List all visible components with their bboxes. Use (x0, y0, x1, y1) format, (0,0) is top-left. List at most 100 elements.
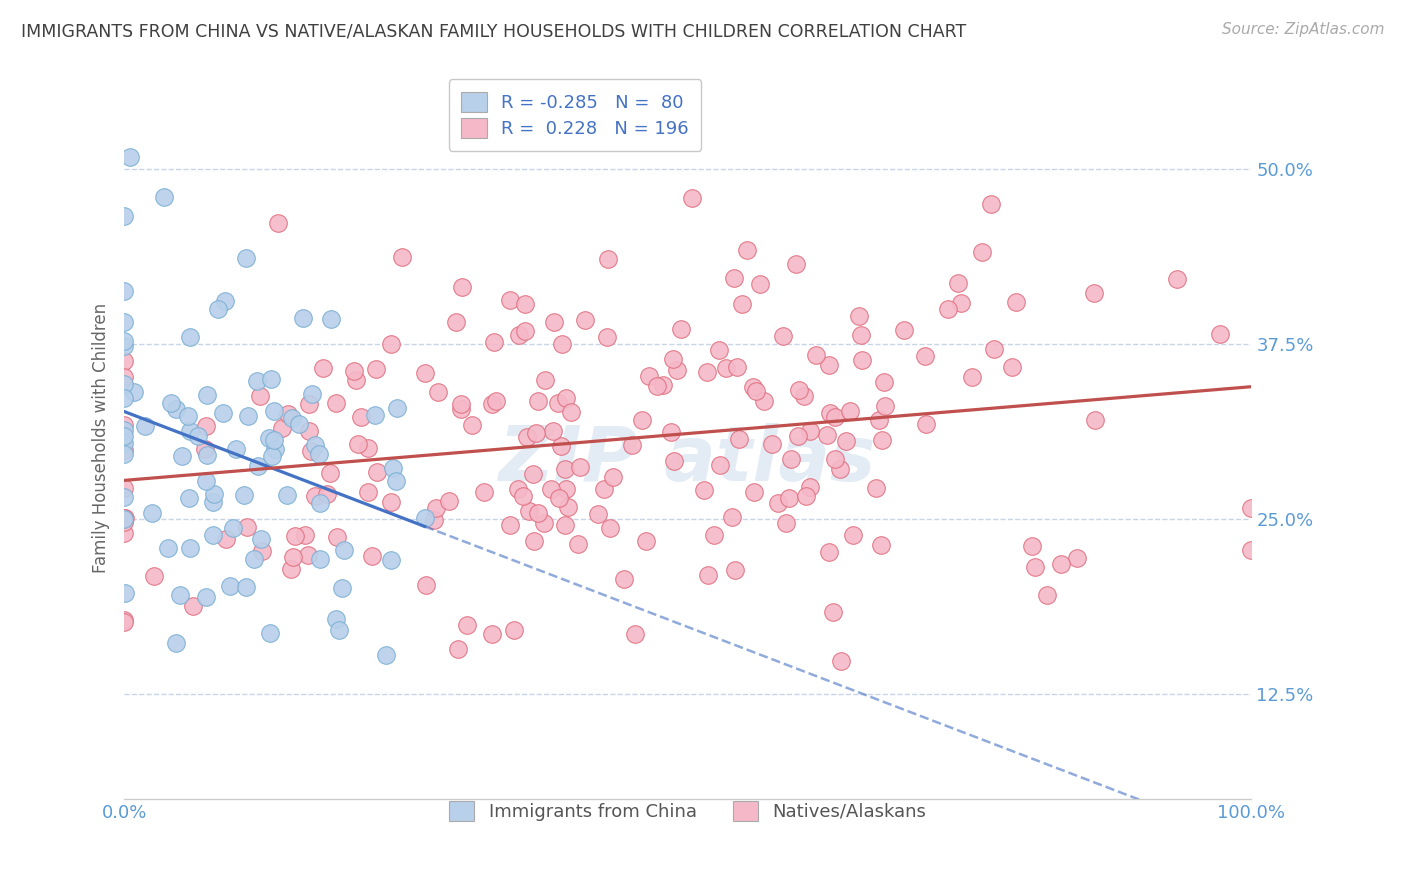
Point (276, 488, 298, 502)
Point (1001, 359, 1024, 374)
Point (533, 516, 555, 530)
Point (1036, 588, 1059, 602)
Point (817, 358, 839, 372)
Point (235, 251, 257, 265)
Point (517, 504, 540, 518)
Point (112, 516, 135, 530)
Point (482, 335, 505, 350)
Text: Source: ZipAtlas.com: Source: ZipAtlas.com (1222, 22, 1385, 37)
Point (112, 377, 135, 392)
Point (815, 428, 838, 442)
Point (696, 365, 718, 379)
Y-axis label: Family Households with Children: Family Households with Children (93, 303, 110, 574)
Point (728, 433, 751, 447)
Point (112, 315, 135, 329)
Point (527, 506, 550, 520)
Point (381, 460, 404, 475)
Point (775, 516, 797, 530)
Point (586, 507, 609, 521)
Point (222, 521, 245, 535)
Point (709, 458, 731, 473)
Point (645, 379, 668, 393)
Point (574, 313, 596, 327)
Point (787, 383, 810, 397)
Point (554, 518, 576, 533)
Point (319, 466, 342, 480)
Point (1084, 413, 1107, 427)
Point (250, 544, 273, 558)
Point (177, 409, 200, 423)
Point (652, 377, 675, 392)
Point (848, 310, 870, 324)
Point (169, 588, 191, 602)
Point (557, 500, 579, 515)
Point (267, 216, 290, 230)
Point (1005, 295, 1028, 310)
Point (330, 581, 353, 595)
Point (308, 447, 330, 461)
Point (299, 444, 322, 458)
Point (284, 529, 307, 543)
Point (818, 545, 841, 559)
Point (962, 370, 984, 384)
Point (823, 605, 845, 619)
Point (297, 548, 319, 562)
Point (661, 425, 683, 440)
Point (662, 453, 685, 467)
Point (835, 434, 858, 448)
Point (938, 302, 960, 317)
Point (194, 442, 217, 456)
Point (450, 280, 472, 294)
Point (114, 511, 136, 525)
Point (472, 485, 495, 500)
Point (374, 648, 396, 662)
Point (865, 481, 887, 495)
Point (157, 541, 180, 556)
Point (112, 284, 135, 298)
Point (380, 495, 402, 509)
Point (820, 406, 842, 420)
Point (195, 590, 218, 604)
Point (523, 534, 546, 549)
Point (624, 626, 647, 640)
Point (499, 293, 522, 307)
Point (754, 394, 776, 409)
Point (851, 352, 873, 367)
Point (270, 421, 292, 435)
Point (599, 521, 621, 535)
Point (207, 302, 229, 317)
Point (423, 513, 446, 527)
Point (202, 528, 225, 542)
Point (669, 322, 692, 336)
Point (249, 389, 271, 403)
Point (350, 409, 373, 424)
Point (426, 384, 449, 399)
Point (236, 520, 259, 534)
Point (280, 562, 302, 576)
Point (260, 449, 283, 463)
Point (481, 397, 503, 411)
Point (366, 465, 388, 479)
Point (291, 310, 314, 325)
Point (328, 623, 350, 637)
Point (112, 447, 135, 461)
Point (508, 327, 530, 342)
Point (709, 343, 731, 357)
Point (703, 528, 725, 542)
Point (281, 411, 304, 425)
Point (333, 543, 356, 558)
Point (724, 563, 747, 577)
Point (524, 425, 547, 440)
Point (447, 642, 470, 657)
Point (259, 372, 281, 386)
Point (1024, 560, 1046, 574)
Point (554, 462, 576, 476)
Point (247, 459, 270, 474)
Point (778, 491, 800, 505)
Point (118, 150, 141, 164)
Point (225, 442, 247, 456)
Point (824, 409, 846, 424)
Point (799, 480, 821, 494)
Point (723, 271, 745, 285)
Point (218, 579, 240, 593)
